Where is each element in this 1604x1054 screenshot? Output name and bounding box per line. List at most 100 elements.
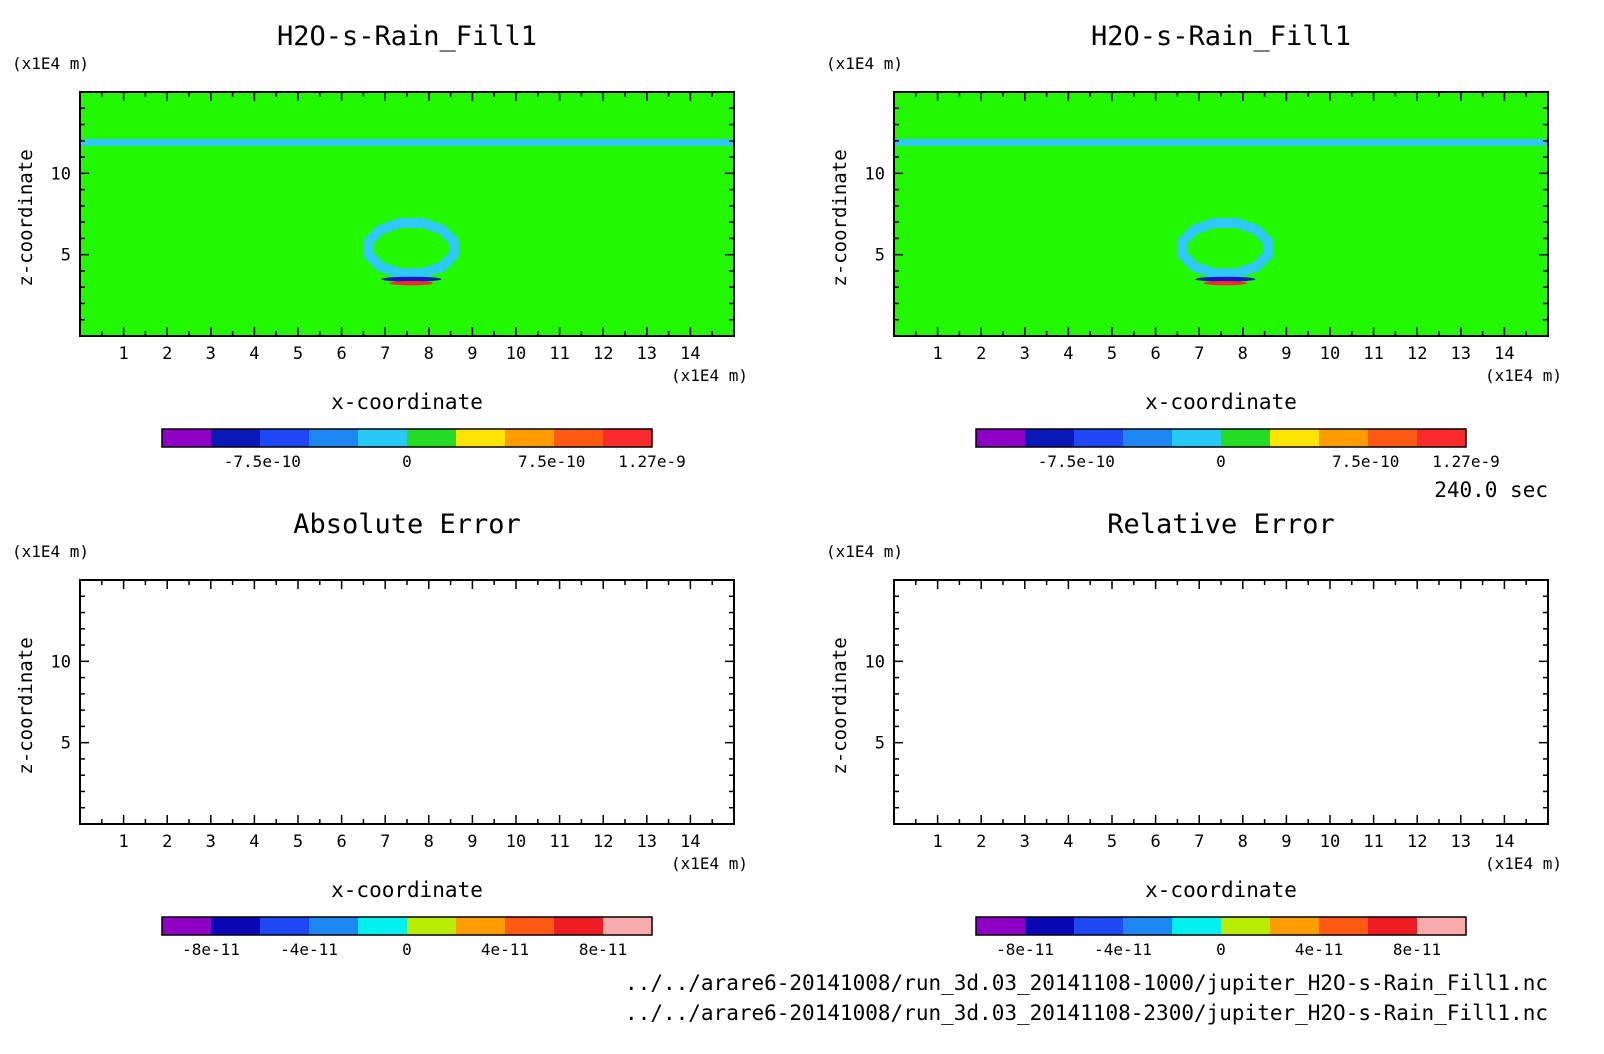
colorbar-swatch	[1074, 917, 1124, 935]
colorbar-swatch	[260, 917, 310, 935]
panel-4: Relative Error(x1E4 m)1 2 3 4 5 6 7 8 9 10 11 12 13 1…	[826, 509, 1562, 959]
x-tick-label: 12	[1407, 344, 1427, 364]
colorbar-swatch	[554, 917, 604, 935]
x-axis-label: x-coordinate	[331, 390, 483, 414]
x-tick-label: 8	[424, 832, 434, 852]
x-tick-label: 2	[976, 344, 986, 364]
colorbar-swatch	[603, 917, 653, 935]
colorbar-swatch	[1319, 429, 1369, 447]
colorbar-tick-label: 8e-11	[1393, 940, 1441, 959]
x-tick-label: 7	[380, 344, 390, 364]
x-tick-label: 2	[976, 832, 986, 852]
colorbar-swatch	[1270, 917, 1320, 935]
colorbar-swatch	[1074, 429, 1124, 447]
time-label: 240.0 sec	[1434, 478, 1548, 502]
y-tick-label: 10	[865, 652, 885, 672]
x-tick-label: 9	[1281, 832, 1291, 852]
colorbar-swatch	[1172, 429, 1222, 447]
x-tick-label: 4	[1063, 832, 1073, 852]
x-tick-label: 3	[206, 832, 216, 852]
x-unit-label: (x1E4 m)	[1485, 366, 1562, 385]
file-path-2: ../../arare6-20141008/run_3d.03_20141108…	[625, 1001, 1548, 1025]
y-axis-label: z-coordinate	[829, 149, 851, 286]
panel-title: Relative Error	[1107, 509, 1335, 540]
x-tick-label: 3	[1020, 344, 1030, 364]
panel-title: Absolute Error	[293, 509, 521, 540]
contour-ring	[1177, 218, 1273, 279]
colorbar-swatch	[456, 917, 506, 935]
colorbar-swatch	[1123, 429, 1173, 447]
y-tick-label: 5	[875, 734, 885, 754]
x-tick-label: 5	[1107, 344, 1117, 364]
x-axis-label: x-coordinate	[1145, 878, 1297, 902]
x-unit-label: (x1E4 m)	[1485, 854, 1562, 873]
y-tick-label: 5	[61, 734, 71, 754]
colorbar-tick-label: -4e-11	[1094, 940, 1152, 959]
colorbar-tick-label: 4e-11	[481, 940, 529, 959]
plot-background	[80, 92, 734, 336]
y-tick-label: 10	[51, 652, 71, 672]
colorbar-swatch	[1319, 917, 1369, 935]
colorbar-swatch	[358, 917, 408, 935]
panels: H2O-s-Rain_Fill1(x1E4 m)1 2 3 4 5 6 7 8 9 10 11 12 1…	[12, 21, 1562, 959]
x-tick-label: 11	[549, 832, 569, 852]
colorbar-tick-label: 0	[1216, 940, 1226, 959]
contour-band	[894, 138, 1548, 146]
colorbar-swatch	[358, 429, 408, 447]
y-unit-label: (x1E4 m)	[826, 54, 903, 73]
x-tick-label: 4	[249, 344, 259, 364]
colorbar-tick-label: 4e-11	[1295, 940, 1343, 959]
x-tick-label: 10	[506, 832, 526, 852]
x-tick-label: 1	[932, 344, 942, 364]
x-tick-label: 12	[593, 344, 613, 364]
x-tick-label: 4	[249, 832, 259, 852]
colorbar-tick-label: 0	[402, 452, 412, 471]
file-path-1: ../../arare6-20141008/run_3d.03_20141108…	[625, 971, 1548, 995]
colorbar-swatch	[1025, 429, 1075, 447]
panel-2: H2O-s-Rain_Fill1(x1E4 m)1 2 3 4 5 6 7 8 9 10 11 12 1…	[826, 21, 1562, 471]
x-tick-label: 13	[1451, 832, 1471, 852]
x-tick-label: 11	[549, 344, 569, 364]
y-axis-label: z-coordinate	[829, 637, 851, 774]
dipole-negative	[1195, 276, 1256, 282]
x-tick-label: 6	[1150, 832, 1160, 852]
colorbar-swatch	[211, 429, 261, 447]
colorbar-tick-label: 1.27e-9	[1432, 452, 1499, 471]
x-tick-label: 10	[1320, 344, 1340, 364]
colorbar-swatch	[554, 429, 604, 447]
colorbar-tick-label: 7.5e-10	[518, 452, 585, 471]
colorbar-swatch	[1417, 429, 1467, 447]
colorbar-swatch	[1172, 917, 1222, 935]
colorbar-swatch	[456, 429, 506, 447]
panel-title: H2O-s-Rain_Fill1	[277, 21, 537, 52]
colorbar-frame	[161, 916, 653, 936]
x-tick-label: 3	[1020, 832, 1030, 852]
plot-background	[80, 580, 734, 824]
x-unit-label: (x1E4 m)	[671, 366, 748, 385]
colorbar: -8e-11 -4e-11 0 4e-11 8e-11	[161, 916, 653, 959]
x-tick-label: 13	[637, 832, 657, 852]
colorbar-tick-label: -7.5e-10	[224, 452, 301, 471]
colorbar-swatch	[976, 429, 1026, 447]
x-tick-label: 14	[680, 832, 700, 852]
x-tick-label: 13	[637, 344, 657, 364]
colorbar-tick-label: 7.5e-10	[1332, 452, 1399, 471]
y-tick-label: 5	[61, 246, 71, 266]
colorbar-tick-label: 1.27e-9	[618, 452, 685, 471]
colorbar-swatch	[1221, 429, 1271, 447]
x-tick-label: 5	[293, 832, 303, 852]
contour-ring	[363, 218, 459, 279]
x-tick-label: 1	[118, 344, 128, 364]
x-tick-label: 9	[467, 344, 477, 364]
colorbar-tick-label: 0	[1216, 452, 1226, 471]
plot-background	[894, 92, 1548, 336]
x-axis-label: x-coordinate	[1145, 390, 1297, 414]
dipole-positive	[1203, 280, 1248, 286]
colorbar-swatch	[1123, 917, 1173, 935]
x-tick-label: 2	[162, 832, 172, 852]
colorbar-swatch	[505, 917, 555, 935]
x-tick-label: 10	[506, 344, 526, 364]
colorbar-tick-label: -8e-11	[996, 940, 1054, 959]
y-axis-label: z-coordinate	[15, 149, 37, 286]
x-unit-label: (x1E4 m)	[671, 854, 748, 873]
